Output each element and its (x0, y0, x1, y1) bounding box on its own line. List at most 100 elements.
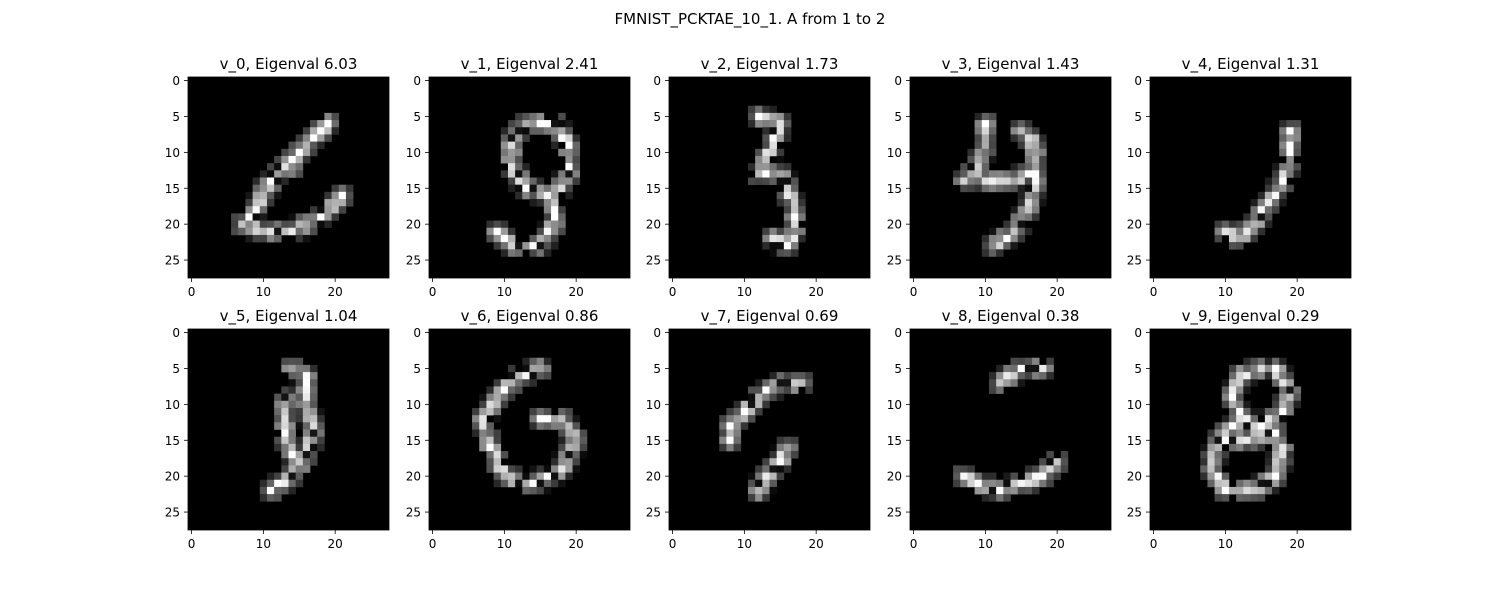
pixel (331, 127, 340, 135)
x-tick-label: 10 (256, 537, 271, 551)
pixel (1264, 479, 1273, 488)
pixel (1024, 148, 1033, 157)
pixel (776, 379, 785, 387)
pixel (565, 436, 573, 445)
pixel (1243, 379, 1251, 387)
pixel (507, 177, 516, 185)
pixel (274, 415, 282, 423)
pixel (281, 386, 289, 394)
pixel (719, 415, 727, 423)
pixel (755, 479, 763, 488)
x-tick-label: 0 (188, 537, 196, 551)
pixel (1250, 415, 1258, 423)
pixel (288, 141, 296, 150)
pixel (266, 234, 275, 243)
pixel (522, 379, 530, 387)
pixel (1053, 472, 1062, 481)
pixel (1279, 429, 1287, 437)
pixel (1286, 148, 1294, 157)
pixel (996, 486, 1004, 495)
pixel (500, 242, 509, 250)
pixel (324, 213, 332, 221)
pixel (302, 451, 311, 459)
panel-9: v_9, Eigenval 0.29 0 5 10 15 20 25 0 10 20 (1127, 307, 1352, 551)
pixel (1032, 163, 1040, 171)
pixel (1279, 357, 1287, 366)
pixel (776, 386, 785, 394)
pixel (1250, 213, 1258, 221)
pixel (1017, 357, 1026, 366)
pixel (762, 486, 770, 495)
pixel (1243, 234, 1251, 243)
pixel (295, 213, 304, 221)
pixel (996, 249, 1004, 257)
pixel (953, 465, 961, 473)
pixel (310, 443, 318, 452)
pixel (281, 163, 289, 171)
pixel (974, 184, 983, 193)
pixel (769, 163, 777, 171)
x-tick-label: 10 (497, 285, 512, 299)
pixel (1017, 372, 1026, 380)
pixel (1250, 479, 1258, 488)
pixel (733, 407, 742, 416)
pixel (996, 386, 1004, 394)
pixel (572, 155, 581, 164)
pixel (1032, 155, 1040, 164)
pixel (1228, 242, 1237, 250)
pixel (1024, 127, 1033, 135)
pixel (259, 199, 268, 207)
pixel (529, 364, 537, 373)
pixel (1257, 494, 1266, 502)
panel-title: v_9, Eigenval 0.29 (1182, 307, 1320, 326)
pixel (1279, 393, 1287, 402)
pixel (302, 141, 311, 150)
pixel (1032, 372, 1040, 380)
pixel (331, 112, 340, 121)
pixel (1264, 206, 1273, 214)
pixel (981, 184, 990, 193)
y-tick-label: 20 (165, 218, 180, 232)
pixel (1293, 148, 1302, 157)
axes-frame (668, 328, 871, 531)
pixel (479, 429, 487, 437)
pixel (486, 451, 494, 459)
pixel (953, 479, 961, 488)
pixel (1010, 227, 1018, 236)
pixel (536, 472, 545, 481)
pixel (776, 472, 785, 481)
pixel (288, 155, 296, 164)
pixel (281, 364, 289, 373)
pixel (543, 465, 552, 473)
pixel (988, 184, 997, 193)
pixel (558, 479, 566, 488)
pixel (317, 443, 325, 452)
pixel (1003, 227, 1011, 236)
pixel (543, 479, 552, 488)
pixel (769, 451, 777, 459)
pixel (281, 393, 289, 402)
pixel (529, 372, 537, 380)
pixel (551, 472, 559, 481)
pixel (960, 170, 968, 178)
pixel (740, 407, 749, 416)
x-tick-label: 20 (809, 537, 824, 551)
pixel (558, 472, 566, 481)
pixel (1272, 400, 1280, 409)
pixel (302, 127, 311, 135)
pixel (974, 134, 983, 142)
pixel (1010, 472, 1018, 481)
pixel (500, 472, 509, 481)
pixel (783, 191, 792, 200)
pixel (791, 206, 799, 214)
pixel (1257, 479, 1266, 488)
y-tick-label: 25 (1127, 506, 1142, 520)
pixel (776, 372, 785, 380)
pixel (762, 472, 770, 481)
pixel (755, 105, 763, 114)
pixel (317, 429, 325, 437)
pixel (996, 494, 1004, 502)
pixel (543, 422, 552, 430)
pixel (302, 429, 311, 437)
pixel (776, 127, 785, 135)
